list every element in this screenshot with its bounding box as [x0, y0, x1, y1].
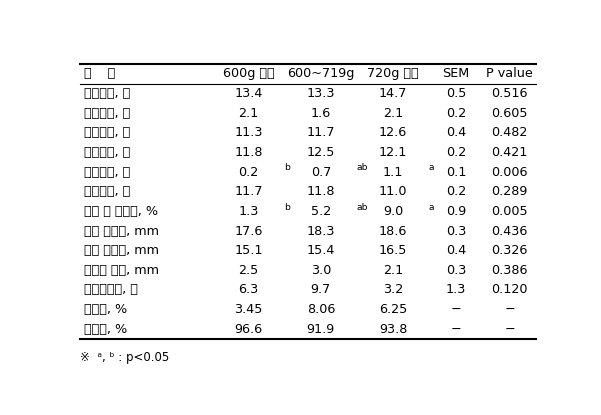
Text: 93.8: 93.8 — [379, 323, 407, 336]
Text: a: a — [429, 164, 434, 172]
Text: 1.1: 1.1 — [383, 166, 403, 178]
Text: 12.1: 12.1 — [379, 146, 407, 159]
Text: −: − — [451, 303, 461, 316]
Text: a: a — [429, 203, 434, 212]
Text: 0.2: 0.2 — [446, 185, 466, 198]
Text: 분만 등지방, mm: 분만 등지방, mm — [84, 225, 159, 237]
Text: 600g 미만: 600g 미만 — [223, 68, 275, 81]
Text: 총산자수, 두: 총산자수, 두 — [84, 87, 130, 100]
Text: 18.6: 18.6 — [379, 225, 407, 237]
Text: 1.3: 1.3 — [446, 283, 466, 296]
Text: 15.1: 15.1 — [234, 244, 263, 257]
Text: 9.0: 9.0 — [383, 205, 403, 218]
Text: 0.2: 0.2 — [239, 166, 259, 178]
Text: 600~719g: 600~719g — [287, 68, 355, 81]
Text: 도태율, %: 도태율, % — [84, 303, 127, 316]
Text: 0.436: 0.436 — [491, 225, 528, 237]
Text: 2.5: 2.5 — [239, 264, 259, 277]
Text: 11.7: 11.7 — [234, 185, 263, 198]
Text: 0.2: 0.2 — [446, 146, 466, 159]
Text: b: b — [284, 164, 290, 172]
Text: 이유두수, 두: 이유두수, 두 — [84, 185, 130, 198]
Text: 0.3: 0.3 — [446, 264, 466, 277]
Text: 2.1: 2.1 — [383, 264, 403, 277]
Text: 1.6: 1.6 — [311, 107, 331, 120]
Text: 포유폐사, 두: 포유폐사, 두 — [84, 166, 130, 178]
Text: 0.386: 0.386 — [491, 264, 528, 277]
Text: 17.6: 17.6 — [234, 225, 263, 237]
Text: 96.6: 96.6 — [234, 323, 263, 336]
Text: 0.7: 0.7 — [311, 166, 331, 178]
Text: 11.7: 11.7 — [307, 127, 335, 139]
Text: 720g 이상: 720g 이상 — [367, 68, 419, 81]
Text: 0.3: 0.3 — [446, 225, 466, 237]
Text: 0.1: 0.1 — [446, 166, 466, 178]
Text: 0.516: 0.516 — [491, 87, 528, 100]
Text: 15.4: 15.4 — [307, 244, 335, 257]
Text: ab: ab — [356, 164, 368, 172]
Text: 16.5: 16.5 — [379, 244, 407, 257]
Text: 9.7: 9.7 — [311, 283, 331, 296]
Text: 구    분: 구 분 — [84, 68, 115, 81]
Text: 발정재귀일, 일: 발정재귀일, 일 — [84, 283, 138, 296]
Text: 11.8: 11.8 — [307, 185, 335, 198]
Text: 11.3: 11.3 — [234, 127, 263, 139]
Text: 5.2: 5.2 — [311, 205, 331, 218]
Text: 1.3: 1.3 — [239, 205, 259, 218]
Text: 0.4: 0.4 — [446, 244, 466, 257]
Text: 12.6: 12.6 — [379, 127, 407, 139]
Text: 0.006: 0.006 — [491, 166, 528, 178]
Text: 12.5: 12.5 — [307, 146, 335, 159]
Text: 0.4: 0.4 — [446, 127, 466, 139]
Text: 0.482: 0.482 — [491, 127, 528, 139]
Text: 3.45: 3.45 — [234, 303, 263, 316]
Text: −: − — [504, 323, 515, 336]
Text: SEM: SEM — [442, 68, 469, 81]
Text: 이유 전 폐사율, %: 이유 전 폐사율, % — [84, 205, 157, 218]
Text: 2.1: 2.1 — [383, 107, 403, 120]
Text: 0.2: 0.2 — [446, 107, 466, 120]
Text: 실포유수, 두: 실포유수, 두 — [84, 146, 130, 159]
Text: 91.9: 91.9 — [307, 323, 335, 336]
Text: 등지방 변화, mm: 등지방 변화, mm — [84, 264, 159, 277]
Text: 0.289: 0.289 — [491, 185, 528, 198]
Text: 11.0: 11.0 — [379, 185, 407, 198]
Text: 이유 등지방, mm: 이유 등지방, mm — [84, 244, 159, 257]
Text: ab: ab — [356, 203, 368, 212]
Text: 8.06: 8.06 — [307, 303, 335, 316]
Text: 13.4: 13.4 — [234, 87, 263, 100]
Text: 3.2: 3.2 — [383, 283, 403, 296]
Text: 3.0: 3.0 — [311, 264, 331, 277]
Text: −: − — [451, 323, 461, 336]
Text: P value: P value — [486, 68, 533, 81]
Text: 실산자수, 두: 실산자수, 두 — [84, 127, 130, 139]
Text: 0.326: 0.326 — [491, 244, 528, 257]
Text: −: − — [504, 303, 515, 316]
Text: 0.005: 0.005 — [491, 205, 528, 218]
Text: 6.3: 6.3 — [239, 283, 259, 296]
Text: 18.3: 18.3 — [307, 225, 335, 237]
Text: 분만율, %: 분만율, % — [84, 323, 127, 336]
Text: 0.605: 0.605 — [491, 107, 528, 120]
Text: 분만폐사, 두: 분만폐사, 두 — [84, 107, 130, 120]
Text: b: b — [284, 203, 290, 212]
Text: 0.120: 0.120 — [491, 283, 528, 296]
Text: 6.25: 6.25 — [379, 303, 407, 316]
Text: 0.9: 0.9 — [446, 205, 466, 218]
Text: 2.1: 2.1 — [239, 107, 259, 120]
Text: 11.8: 11.8 — [234, 146, 263, 159]
Text: 0.5: 0.5 — [446, 87, 466, 100]
Text: 0.421: 0.421 — [491, 146, 528, 159]
Text: ※  ᵃ, ᵇ : p<0.05: ※ ᵃ, ᵇ : p<0.05 — [80, 351, 169, 364]
Text: 13.3: 13.3 — [307, 87, 335, 100]
Text: 14.7: 14.7 — [379, 87, 407, 100]
